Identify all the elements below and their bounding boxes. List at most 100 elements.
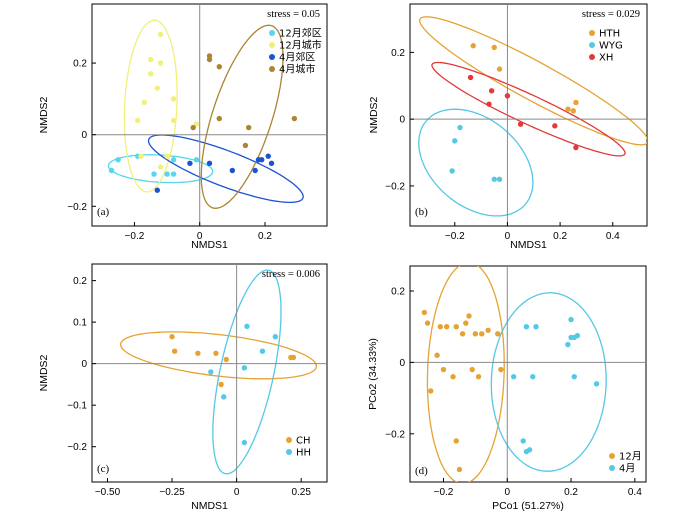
data-point-b-s2-1 — [488, 88, 495, 94]
data-point-b-s0-4 — [570, 108, 576, 114]
data-point-a-s3-4 — [245, 124, 252, 131]
stress-label-c: stress = 0.006 — [262, 269, 320, 280]
data-point-d-s0-4 — [453, 323, 459, 330]
confidence-ellipse-d-0 — [426, 266, 505, 482]
data-point-d-s0-1 — [424, 320, 431, 326]
data-point-b-s0-0 — [470, 43, 476, 49]
data-point-d-s0-16 — [450, 373, 456, 380]
data-point-b-s2-0 — [467, 74, 474, 81]
ellipse-layer-c — [119, 269, 318, 475]
plot-frame-b — [409, 3, 648, 227]
legend-marker-a-3 — [269, 66, 275, 72]
data-point-d-s1-13 — [526, 447, 533, 453]
data-point-a-s1-7 — [134, 117, 141, 124]
data-point-c-s1-1 — [272, 333, 279, 340]
legend-label-c-1: HH — [296, 448, 311, 459]
legend-label-b-1: WYG — [599, 41, 623, 52]
data-point-b-s1-3 — [491, 176, 497, 182]
data-point-d-s0-3 — [443, 323, 450, 330]
data-point-c-s0-4 — [223, 356, 229, 363]
data-point-a-s2-6 — [265, 153, 271, 159]
data-point-d-s1-7 — [510, 373, 517, 380]
data-point-b-s1-4 — [496, 176, 503, 182]
data-point-d-s1-0 — [523, 323, 530, 330]
y-tick-label-b-1: 0 — [399, 115, 405, 126]
panel-c: −0.50 −0.25 0 0.25 −0.2 −0.1 0 0.1 0.2 stress = … — [38, 263, 328, 512]
data-point-a-s3-1 — [206, 56, 213, 63]
data-point-d-s0-5 — [463, 320, 469, 326]
data-point-b-s0-5 — [573, 99, 579, 106]
data-point-a-s2-5 — [259, 157, 265, 163]
data-point-d-s0-20 — [456, 466, 463, 473]
data-point-c-s0-6 — [290, 354, 297, 361]
confidence-ellipse-c-0 — [119, 331, 318, 380]
data-point-b-s1-2 — [449, 168, 455, 174]
x-tick-label-c-1: −0.25 — [159, 487, 185, 498]
confidence-ellipse-d-1 — [490, 292, 607, 472]
x-tick-label-d-1: 0 — [504, 487, 510, 498]
data-point-a-s0-6 — [170, 171, 177, 177]
y-tick-label-b-0: −0.2 — [385, 181, 405, 192]
ticks-a: −0.2 0 0.2 −0.2 0 0.2 — [67, 59, 272, 242]
points-a — [108, 31, 298, 193]
data-point-a-s1-5 — [170, 96, 177, 102]
legend-label-a-3: 4月城市 — [279, 63, 315, 76]
data-point-d-s1-9 — [571, 373, 577, 380]
y-axis-label-a: NMDS2 — [38, 96, 50, 133]
data-point-a-s2-1 — [206, 160, 213, 167]
data-point-d-s0-19 — [453, 438, 459, 444]
x-tick-label-b-0: −0.2 — [445, 231, 465, 242]
plot-frame-d — [409, 265, 647, 483]
legend-label-d-0: 12月 — [619, 451, 642, 463]
data-point-d-s0-13 — [440, 366, 447, 373]
points-d — [421, 309, 600, 473]
y-axis-label-c: NMDS2 — [38, 354, 50, 391]
data-point-c-s0-7 — [218, 381, 224, 388]
legend-label-a-0: 12月郊区 — [279, 27, 322, 40]
x-tick-label-c-2: 0 — [234, 487, 240, 498]
y-tick-label-c-2: 0 — [81, 359, 87, 370]
data-point-d-s0-6 — [459, 331, 466, 337]
legend-marker-a-2 — [269, 54, 275, 60]
data-point-b-s2-3 — [517, 121, 524, 127]
stress-label-b: stress = 0.029 — [582, 9, 640, 20]
data-point-b-s0-1 — [491, 44, 497, 51]
data-point-a-s1-8 — [170, 117, 177, 124]
panel-a: −0.2 0 0.2 −0.2 0 0.2 stress = 0.05 (a) NMDS1… — [38, 3, 328, 251]
y-axis-label-b: NMDS2 — [368, 96, 380, 133]
data-point-a-s0-4 — [164, 171, 170, 177]
legend-marker-c-1 — [286, 449, 292, 455]
data-point-a-s3-5 — [291, 115, 298, 122]
panel-label-c: (c) — [97, 463, 110, 475]
y-tick-label-c-3: 0.1 — [73, 318, 87, 329]
data-point-c-s1-4 — [208, 369, 214, 375]
x-tick-label-d-2: 0.2 — [564, 487, 578, 498]
data-point-a-s2-8 — [187, 160, 193, 167]
data-point-b-s0-3 — [565, 106, 571, 112]
reference-lines-d — [410, 266, 646, 482]
data-point-d-s1-6 — [565, 341, 571, 348]
legend-marker-d-0 — [609, 453, 615, 459]
confidence-ellipse-a-2 — [147, 134, 304, 204]
data-point-d-s1-8 — [530, 373, 536, 380]
data-point-c-s0-3 — [213, 350, 219, 356]
data-point-b-s1-0 — [457, 124, 463, 131]
x-axis-label-a: NMDS1 — [191, 239, 228, 251]
reference-lines-c — [92, 264, 327, 482]
data-point-d-s1-1 — [533, 323, 539, 330]
y-tick-label-d-1: 0 — [399, 358, 405, 369]
data-point-a-s1-3 — [148, 71, 154, 77]
data-point-d-s1-11 — [520, 438, 526, 444]
x-tick-label-b-3: 0.4 — [606, 231, 620, 242]
data-point-b-s2-2 — [504, 93, 511, 99]
confidence-ellipse-c-1 — [212, 269, 282, 475]
data-point-d-s0-11 — [495, 331, 501, 337]
data-point-d-s0-10 — [485, 327, 491, 333]
confidence-ellipse-a-1 — [123, 19, 178, 193]
data-point-d-s0-0 — [421, 309, 428, 316]
data-point-a-s2-2 — [229, 167, 236, 174]
data-point-d-s0-9 — [479, 331, 485, 337]
data-point-d-s0-8 — [472, 331, 479, 337]
